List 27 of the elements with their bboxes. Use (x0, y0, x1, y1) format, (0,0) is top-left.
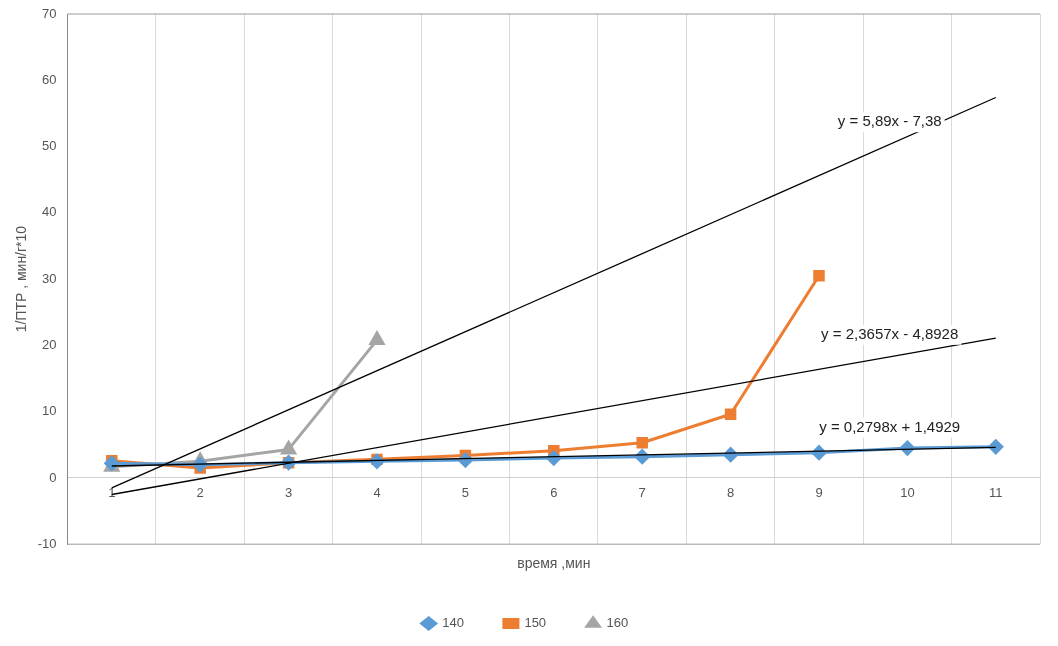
x-tick-label: 3 (284, 485, 293, 501)
x-tick-label: 6 (550, 485, 558, 501)
x-tick-label: 9 (815, 485, 823, 501)
x-tick-label: 4 (373, 485, 381, 501)
y-axis-title: 1/ПТР , мин/г*10 (13, 225, 30, 333)
y-tick-label: 70 (42, 5, 57, 21)
y-tick-label: 50 (42, 138, 57, 154)
annotation: y = 5,89x - 7,38 (837, 112, 942, 130)
x-tick-label: 7 (638, 485, 646, 501)
annotation: y = 2,3657x - 4,8928 (821, 324, 959, 342)
y-tick-label: 40 (42, 204, 57, 220)
legend-label: 140 (442, 615, 464, 631)
x-tick-label: 10 (900, 485, 915, 501)
legend-label: 160 (606, 615, 629, 631)
y-tick-label: 20 (42, 336, 57, 352)
y-tick-label: 0 (49, 469, 57, 485)
y-tick-label: 10 (42, 403, 57, 419)
x-tick-label: 2 (196, 485, 204, 501)
y-tick-label: 30 (42, 270, 57, 286)
x-tick-label: 11 (989, 485, 1003, 501)
y-tick-label: -10 (37, 535, 57, 551)
x-tick-label: 8 (726, 485, 735, 501)
annotation: y = 0,2798x + 1,4929 (819, 417, 961, 435)
legend-label: 150 (524, 615, 547, 631)
x-tick-label: 5 (461, 485, 470, 501)
x-axis-title: время ,мин (517, 555, 591, 572)
y-tick-label: 60 (42, 71, 57, 87)
